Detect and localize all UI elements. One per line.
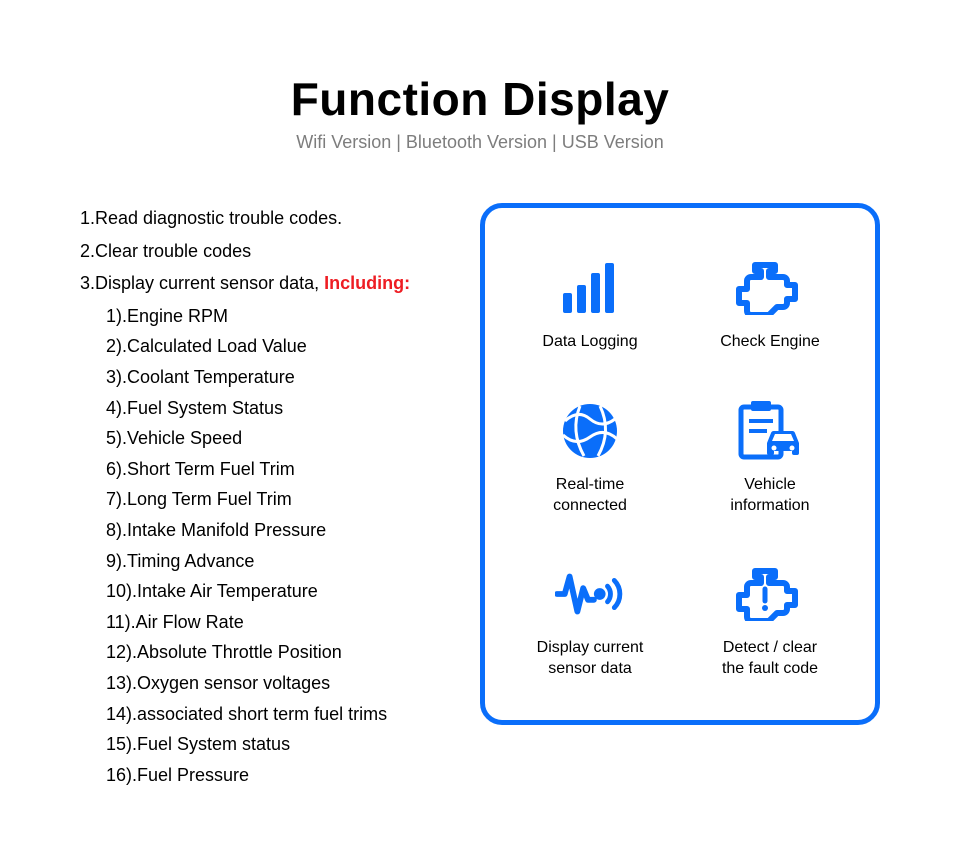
- list-item-3-highlight: Including:: [324, 273, 410, 293]
- list-item-1: 1.Read diagnostic trouble codes.: [80, 203, 450, 234]
- sub-item: 9).Timing Advance: [106, 546, 450, 577]
- clipboard-car-icon: [735, 401, 805, 461]
- feature-panel: Data Logging Check Engine Real-timec: [480, 203, 880, 725]
- engine-icon: [735, 258, 805, 318]
- bars-icon: [555, 258, 625, 318]
- sub-item: 11).Air Flow Rate: [106, 607, 450, 638]
- page-title: Function Display: [0, 72, 960, 126]
- feature-label: Display currentsensor data: [537, 638, 644, 680]
- feature-label: Detect / clearthe fault code: [722, 638, 818, 680]
- sub-item: 7).Long Term Fuel Trim: [106, 484, 450, 515]
- pulse-icon: [555, 564, 625, 624]
- sub-item: 5).Vehicle Speed: [106, 423, 450, 454]
- sub-list: 1).Engine RPM 2).Calculated Load Value 3…: [80, 301, 450, 791]
- sub-item: 12).Absolute Throttle Position: [106, 637, 450, 668]
- sub-item: 14).associated short term fuel trims: [106, 699, 450, 730]
- sub-item: 4).Fuel System Status: [106, 393, 450, 424]
- list-item-3: 3.Display current sensor data, Including…: [80, 268, 450, 299]
- feature-list: 1.Read diagnostic trouble codes. 2.Clear…: [80, 203, 450, 790]
- sub-item: 15).Fuel System status: [106, 729, 450, 760]
- feature-label: Real-timeconnected: [553, 475, 627, 517]
- feature-realtime-connected: Real-timeconnected: [505, 401, 675, 517]
- feature-detect-clear-fault: Detect / clearthe fault code: [685, 564, 855, 680]
- sub-item: 8).Intake Manifold Pressure: [106, 515, 450, 546]
- sub-item: 10).Intake Air Temperature: [106, 576, 450, 607]
- sub-item: 16).Fuel Pressure: [106, 760, 450, 791]
- globe-icon: [555, 401, 625, 461]
- header: Function Display Wifi Version | Bluetoot…: [0, 72, 960, 153]
- page-subtitle: Wifi Version | Bluetooth Version | USB V…: [0, 132, 960, 153]
- feature-data-logging: Data Logging: [505, 258, 675, 353]
- feature-label: Data Logging: [542, 332, 637, 353]
- sub-item: 2).Calculated Load Value: [106, 331, 450, 362]
- sub-item: 3).Coolant Temperature: [106, 362, 450, 393]
- sub-item: 13).Oxygen sensor voltages: [106, 668, 450, 699]
- sub-item: 1).Engine RPM: [106, 301, 450, 332]
- feature-display-sensor-data: Display currentsensor data: [505, 564, 675, 680]
- engine-alert-icon: [735, 564, 805, 624]
- feature-vehicle-information: Vehicleinformation: [685, 401, 855, 517]
- feature-label: Check Engine: [720, 332, 820, 353]
- list-item-2: 2.Clear trouble codes: [80, 236, 450, 267]
- sub-item: 6).Short Term Fuel Trim: [106, 454, 450, 485]
- list-item-3-prefix: 3.Display current sensor data,: [80, 273, 324, 293]
- feature-label: Vehicleinformation: [730, 475, 809, 517]
- content-row: 1.Read diagnostic trouble codes. 2.Clear…: [0, 203, 960, 790]
- feature-check-engine: Check Engine: [685, 258, 855, 353]
